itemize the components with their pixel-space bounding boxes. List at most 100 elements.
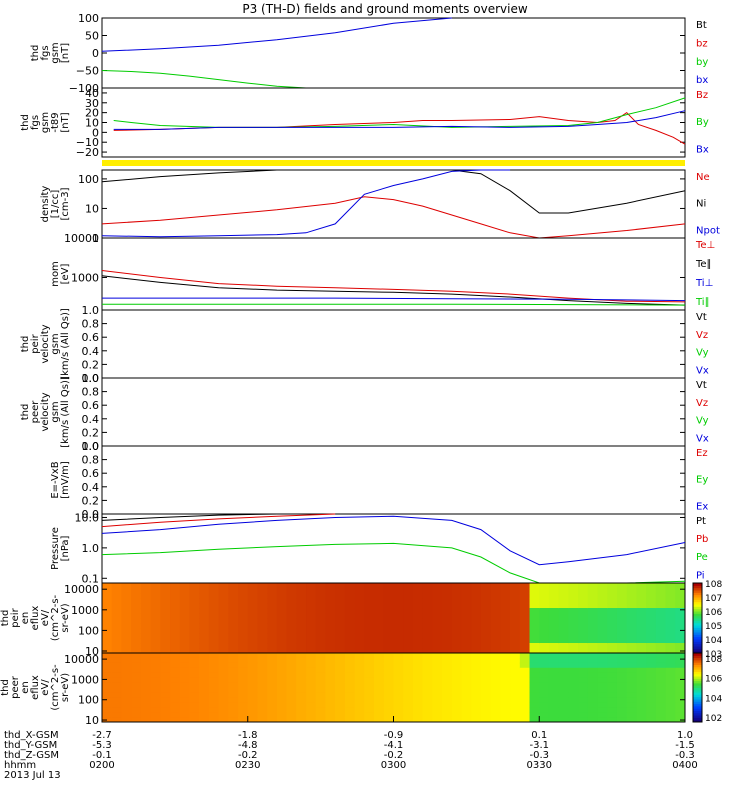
heat-cell [374,593,385,599]
heat-cell [558,608,569,614]
heat-cell [286,677,297,684]
heat-cell [238,648,249,654]
heat-cell [578,717,589,723]
heat-cell [539,648,550,654]
panel-5: 1.00.80.60.40.20.0thdpeervelocitygsm[km/… [20,372,709,453]
heat-cell [519,598,531,604]
heat-cell [315,717,326,723]
heat-cell [150,697,161,703]
heat-cell [131,707,142,713]
heat-cell [442,583,453,589]
heat-cell [344,712,356,718]
heat-cell [218,628,229,634]
heat-cell [179,643,190,649]
heat-cell [519,638,531,644]
heat-cell [539,598,550,604]
heat-cell [247,707,258,713]
heat-cell [383,682,394,688]
heat-cell [616,643,628,649]
heat-cell [189,618,200,624]
heat-cell [412,613,424,619]
colorbar-cell [693,583,702,586]
heat-cell [199,697,210,703]
heat-cell [344,643,356,649]
heat-cell [412,593,424,599]
heat-cell [655,687,667,693]
heat-cell [442,662,453,669]
heat-cell [393,583,404,589]
heat-cell [296,633,307,639]
heat-cell [607,653,618,659]
heat-cell [218,613,229,619]
heat-cell [374,712,385,718]
heat-cell [675,662,686,669]
heat-cell [461,598,472,604]
heat-cell [102,633,113,639]
heat-cell [131,613,142,619]
heat-cell [393,618,404,624]
heat-cell [646,603,657,609]
heat-cell [140,643,152,649]
heat-cell [286,613,297,619]
heat-cell [471,702,482,708]
heat-cell [578,633,589,639]
heat-cell [655,712,667,718]
heat-cell [539,672,550,679]
heat-cell [646,667,657,674]
heat-cell [548,657,560,664]
colorbar-cell [693,613,702,617]
heat-cell [529,593,540,599]
heat-cell [393,623,404,629]
heat-cell [529,707,540,713]
heat-cell [597,687,608,693]
heat-cell [286,598,297,604]
heat-cell [286,638,297,644]
heat-cell [228,633,239,639]
heat-cell [393,717,404,723]
panel-8: 10810710610510410310000100010010thdpeire… [0,580,722,660]
heat-cell [548,633,560,639]
heat-cell [179,667,190,674]
heat-cell [257,648,268,654]
heat-cell [296,667,307,674]
legend-entry: Ni [696,199,706,210]
series-Pt-line [101,513,306,521]
heat-cell [422,712,433,718]
heat-cell [374,628,385,634]
heat-cell [315,677,326,684]
heat-cell [364,657,375,664]
heat-cell [354,593,365,599]
heat-cell [344,593,356,599]
heat-cell [675,638,686,644]
heat-cell [364,677,375,684]
heat-cell [442,618,453,624]
heat-cell [179,653,190,659]
heat-cell [286,628,297,634]
heat-cell [461,593,472,599]
colorbar-cell [693,719,702,723]
heat-cell [121,662,132,669]
y-tick-label: 100 [78,694,99,707]
heat-cell [383,613,394,619]
heat-cell [597,583,608,589]
heat-cell [267,588,278,594]
heat-cell [102,672,113,679]
heat-cell [121,657,132,664]
heat-cell [335,633,346,639]
heat-cell [315,657,326,664]
heat-cell [179,672,190,679]
heat-cell [102,623,113,629]
heat-cell [568,712,579,718]
heat-cell [616,697,628,703]
y-tick-label: 0.2 [82,426,100,439]
heat-cell [247,648,258,654]
heat-cell [354,638,365,644]
heat-cell [276,598,288,604]
heat-cell [471,633,482,639]
heat-cell [315,603,326,609]
heat-cell [675,583,686,589]
heat-cell [548,677,560,684]
heat-cell [218,633,229,639]
heat-cell [597,712,608,718]
